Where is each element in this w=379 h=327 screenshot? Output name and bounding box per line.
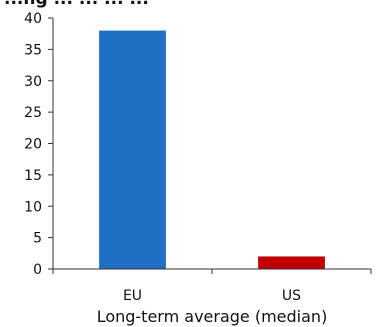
y-axis: 0 5 10 15 20 25 30 35 40 <box>24 11 54 278</box>
y-tick-label: 35 <box>24 42 42 58</box>
y-tick-label: 15 <box>24 168 42 184</box>
bars <box>99 30 325 269</box>
x-axis-label: Long-term average (median) <box>97 307 328 326</box>
y-tick-label: 0 <box>33 262 42 278</box>
y-tick-label: 30 <box>24 74 42 90</box>
x-tick-label: EU <box>123 288 142 304</box>
bar-eu <box>99 30 166 269</box>
x-tick-label: US <box>282 288 301 304</box>
y-tick-label: 5 <box>33 231 42 247</box>
x-axis: EU US <box>52 268 372 304</box>
y-tick-label: 20 <box>24 137 42 153</box>
y-tick-label: 25 <box>24 105 42 121</box>
cropped-heading: ...ng ... ... ... ... <box>4 0 149 9</box>
bar-us <box>258 256 325 269</box>
y-tick-label: 10 <box>24 199 42 215</box>
y-tick-label: 40 <box>24 11 42 27</box>
